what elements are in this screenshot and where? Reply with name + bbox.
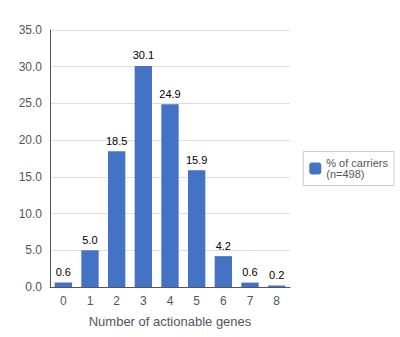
- svg-text:0.6: 0.6: [242, 266, 257, 278]
- svg-text:5: 5: [193, 294, 200, 308]
- svg-text:25.0: 25.0: [19, 96, 43, 110]
- svg-text:Number of actionable genes: Number of actionable genes: [89, 314, 252, 329]
- svg-text:30.1: 30.1: [133, 49, 154, 61]
- svg-text:0.6: 0.6: [56, 266, 71, 278]
- svg-text:5.0: 5.0: [82, 234, 97, 246]
- svg-text:4.2: 4.2: [216, 240, 231, 252]
- svg-text:15.9: 15.9: [186, 154, 207, 166]
- svg-text:24.9: 24.9: [159, 88, 180, 100]
- svg-text:15.0: 15.0: [19, 170, 43, 184]
- svg-text:5.0: 5.0: [25, 243, 42, 257]
- svg-text:0.0: 0.0: [25, 280, 42, 294]
- svg-text:30.0: 30.0: [19, 60, 43, 74]
- svg-text:8: 8: [273, 294, 280, 308]
- svg-text:6: 6: [220, 294, 227, 308]
- svg-text:4: 4: [167, 294, 174, 308]
- svg-text:1: 1: [87, 294, 94, 308]
- svg-text:2: 2: [113, 294, 120, 308]
- svg-text:% of carriers: % of carriers: [326, 157, 388, 169]
- svg-text:7: 7: [247, 294, 254, 308]
- svg-text:(n=498): (n=498): [326, 168, 364, 180]
- svg-text:18.5: 18.5: [106, 135, 127, 147]
- svg-text:35.0: 35.0: [19, 23, 43, 37]
- svg-text:0: 0: [60, 294, 67, 308]
- svg-text:20.0: 20.0: [19, 133, 43, 147]
- svg-text:3: 3: [140, 294, 147, 308]
- svg-text:10.0: 10.0: [19, 207, 43, 221]
- svg-text:0.2: 0.2: [269, 269, 284, 281]
